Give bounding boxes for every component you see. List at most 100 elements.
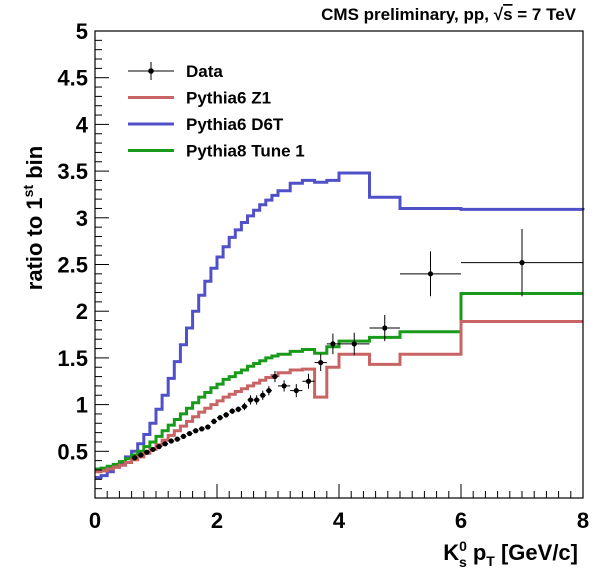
data-point-marker <box>138 452 144 458</box>
data-point-marker <box>235 406 241 412</box>
data-point <box>137 452 144 458</box>
series-layer <box>95 171 585 479</box>
legend: Data Pythia6 Z1 Pythia6 D6T Pythia8 Tune 1 <box>128 62 305 161</box>
data-point <box>339 332 370 356</box>
y-axis-title: ratio to 1st bin <box>20 146 47 290</box>
data-point <box>192 428 199 434</box>
y-tick-label: 0.5 <box>57 439 88 464</box>
data-point <box>326 333 339 355</box>
data-point-marker <box>247 397 254 403</box>
data-point <box>247 395 254 405</box>
data-point <box>174 436 181 442</box>
data-point-marker <box>254 397 260 403</box>
data-point-marker <box>330 341 336 347</box>
x-tick-label: 0 <box>89 508 101 533</box>
data-point <box>235 406 242 413</box>
data-point <box>302 373 315 389</box>
data-point <box>162 441 169 447</box>
y-tick-label: 1.5 <box>57 346 88 371</box>
y-tick-label: 5 <box>76 19 88 44</box>
data-point <box>156 444 163 450</box>
legend-item-pythia6-z1: Pythia6 Z1 <box>128 89 271 108</box>
data-point-marker <box>223 412 229 418</box>
data-point-marker <box>205 424 211 430</box>
data-point-marker <box>272 373 278 380</box>
data-point <box>278 380 291 392</box>
data-point-marker <box>427 271 434 277</box>
y-tick-label: 2.5 <box>57 253 88 278</box>
data-point-marker <box>217 415 223 421</box>
data-point <box>253 395 260 405</box>
data-points-layer <box>131 229 583 461</box>
data-point-marker <box>305 378 312 384</box>
data-point <box>186 430 193 437</box>
data-point-marker <box>193 428 199 434</box>
data-point-marker <box>156 444 162 450</box>
x-tick-label: 4 <box>333 508 346 533</box>
data-point-marker <box>293 387 299 394</box>
x-tick-label: 8 <box>577 508 589 533</box>
data-point-marker <box>281 383 287 389</box>
chart-header: CMS preliminary, pp, √s = 7 TeV <box>321 5 577 24</box>
data-point-marker <box>186 430 193 437</box>
data-point <box>217 414 224 421</box>
series-line-pythia8-tune-1 <box>95 292 583 471</box>
data-point <box>223 412 230 418</box>
data-point <box>168 438 175 444</box>
data-point <box>241 402 248 411</box>
data-point <box>369 314 400 342</box>
legend-label: Pythia6 Z1 <box>186 89 271 108</box>
data-point <box>400 251 461 297</box>
x-tick-label: 6 <box>455 508 467 533</box>
y-tick-label: 3 <box>76 206 88 231</box>
data-point <box>149 446 156 453</box>
y-tick-label: 4 <box>76 112 89 137</box>
legend-label: Pythia6 D6T <box>186 115 284 134</box>
y-axis: 0.5 1 1.5 2 2.5 3 3.5 4 4.5 5 <box>57 19 109 499</box>
data-point-marker <box>162 441 168 447</box>
y-tick-label: 3.5 <box>57 159 88 184</box>
sqrt-arg: s <box>503 5 512 24</box>
data-point <box>198 426 205 432</box>
data-point-marker <box>150 446 156 453</box>
data-point <box>131 455 138 461</box>
data-point-marker <box>382 325 388 331</box>
legend-label: Data <box>186 62 223 81</box>
data-point-marker <box>241 403 248 410</box>
data-point-marker <box>351 341 357 347</box>
data-point-marker <box>174 436 180 442</box>
data-point <box>290 384 303 398</box>
legend-item-pythia6-d6t: Pythia6 D6T <box>128 115 284 134</box>
data-point-marker <box>211 418 217 425</box>
legend-label: Pythia8 Tune 1 <box>186 142 305 161</box>
x-tick-label: 2 <box>211 508 223 533</box>
data-point-marker <box>260 392 266 398</box>
data-point-marker <box>229 408 235 414</box>
data-point <box>259 390 266 400</box>
data-point-marker <box>199 426 205 432</box>
legend-item-pythia8-tune-1: Pythia8 Tune 1 <box>128 142 305 161</box>
x-axis-title: K0 s pT [GeV/c] <box>443 538 578 570</box>
data-point <box>461 229 583 297</box>
data-point <box>229 408 236 414</box>
data-point-marker <box>318 359 324 366</box>
sqrt-symbol: √ <box>494 5 504 24</box>
data-point <box>204 424 211 430</box>
x-axis: 0 2 4 6 8 <box>89 484 589 533</box>
y-tick-label: 1 <box>76 393 88 418</box>
y-tick-label: 2 <box>76 299 88 324</box>
series-line-pythia6-z1 <box>95 320 583 474</box>
data-point-marker <box>168 438 174 444</box>
data-point <box>271 370 278 383</box>
data-point <box>265 385 272 396</box>
data-point <box>210 418 217 425</box>
legend-marker-dot <box>148 68 154 74</box>
data-point <box>143 449 150 455</box>
y-tick-label: 4.5 <box>57 66 88 91</box>
data-point-marker <box>519 260 525 266</box>
data-point-marker <box>144 449 150 455</box>
legend-item-data: Data <box>128 62 223 81</box>
data-point <box>314 354 327 371</box>
